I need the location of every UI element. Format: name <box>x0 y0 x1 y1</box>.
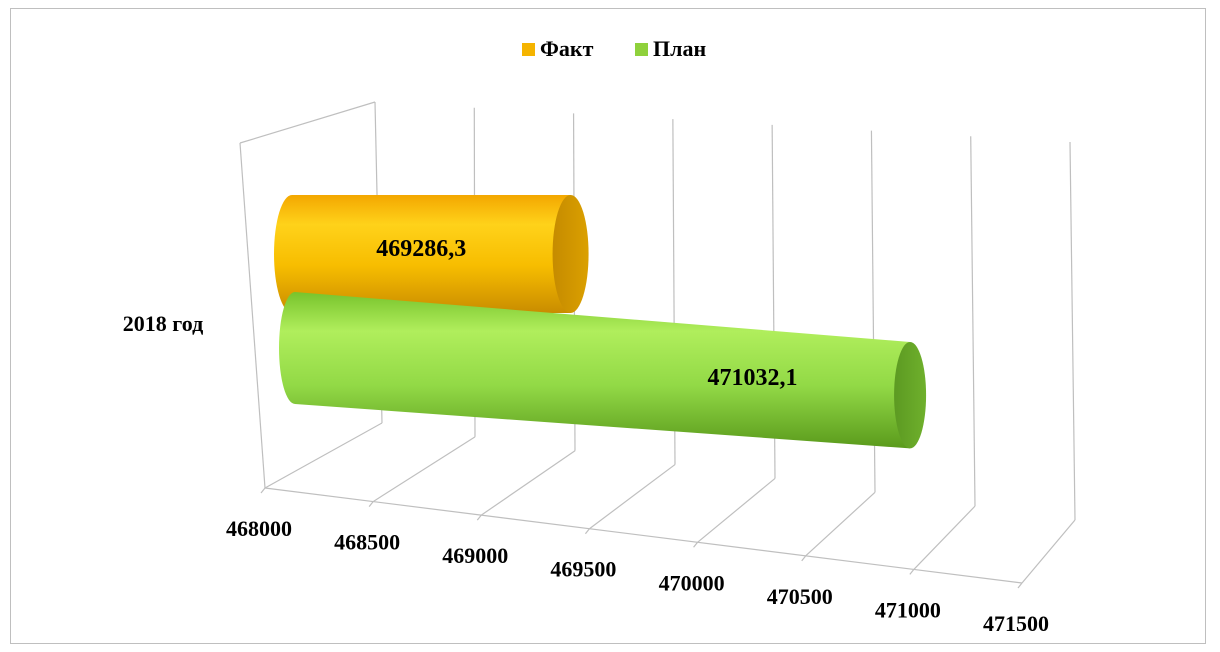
gridline-vertical <box>1069 141 1076 521</box>
tick-mark <box>693 541 699 548</box>
tick-mark <box>260 487 266 494</box>
data-label: 469286,3 <box>376 236 466 262</box>
bar-fact: 469286,3 <box>274 195 589 313</box>
tick-label: 468500 <box>334 530 400 555</box>
back-wall-top-edge <box>239 101 376 144</box>
tick-label: 468000 <box>226 516 292 541</box>
category-label: 2018 год <box>123 311 203 336</box>
bar-cap <box>552 195 589 313</box>
tick-mark <box>584 528 590 535</box>
tick-mark <box>801 555 807 562</box>
legend-label-fact: Факт <box>540 36 594 61</box>
bar-plan: 471032,1 <box>279 292 927 449</box>
tick-label: 471500 <box>983 611 1049 636</box>
legend: Факт План <box>522 36 706 61</box>
tick-label: 471000 <box>875 597 941 622</box>
tick-mark <box>1017 582 1023 589</box>
tick-label: 470000 <box>659 570 725 595</box>
tick-mark <box>909 569 915 575</box>
bar-body <box>274 195 571 313</box>
bar-cap <box>894 342 927 449</box>
gridline-vertical <box>970 136 976 507</box>
legend-label-plan: План <box>653 36 706 61</box>
tick-label: 469000 <box>442 543 508 568</box>
gridline-floor <box>1021 519 1076 584</box>
left-wall-edge <box>239 142 266 489</box>
tick-label: 469500 <box>550 557 616 582</box>
floor-left-edge <box>264 422 383 489</box>
floor-front-edge <box>264 487 1023 584</box>
tick-mark <box>368 501 374 507</box>
gridline-floor <box>589 464 676 530</box>
data-label: 471032,1 <box>708 365 798 391</box>
bars: 469286,3 471032,1 <box>274 195 927 449</box>
legend-swatch-plan <box>635 43 648 56</box>
gridline-floor <box>805 491 876 557</box>
gridline-floor <box>697 477 776 543</box>
gridline-floor <box>913 505 976 570</box>
legend-swatch-fact <box>522 43 535 56</box>
tick-mark <box>476 514 482 521</box>
tick-labels: 468000 468500 469000 469500 470000 470500 4710… <box>226 516 1049 636</box>
gridline-floor <box>372 436 476 503</box>
bar-body <box>279 292 911 449</box>
chart-walls <box>239 101 1023 584</box>
tick-label: 470500 <box>767 584 833 609</box>
gridline-floor <box>480 450 576 516</box>
